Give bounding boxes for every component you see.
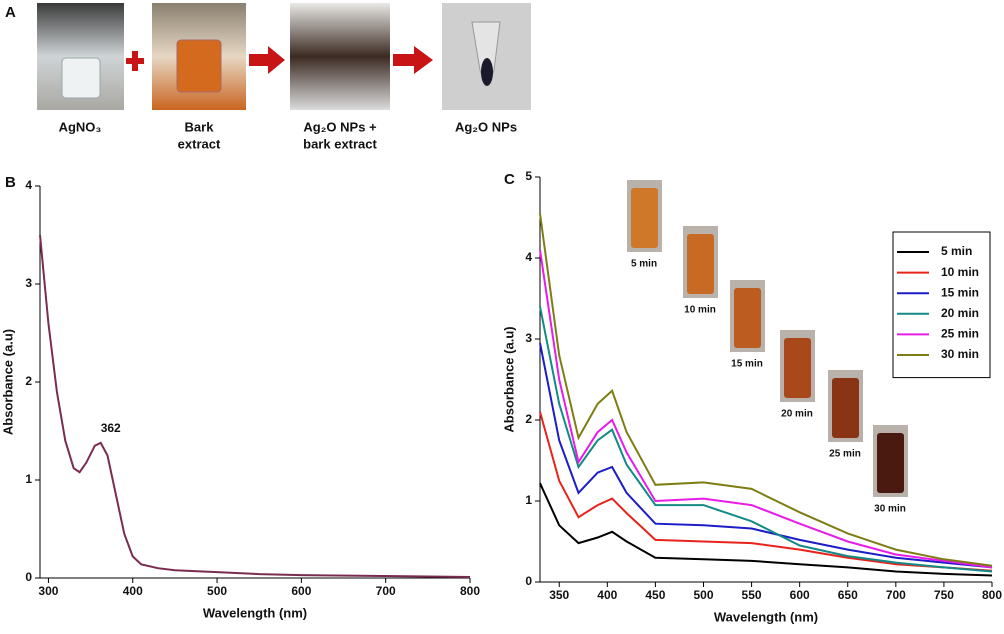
y-tick-label: 1 [25,472,32,486]
inset-liquid [734,288,761,348]
caption: bark extract [303,136,377,151]
y-tick-label: 5 [525,169,532,183]
x-tick-label: 300 [38,584,58,598]
y-tick-label: 1 [525,493,532,507]
arrow [249,46,285,74]
inset-label: 30 min [874,504,906,515]
legend-box [892,231,991,379]
y-tick-label: 2 [25,374,32,388]
x-tick-label: 550 [742,588,762,602]
spectrum-line [539,411,993,572]
x-tick-label: 700 [886,588,906,602]
y-axis-label: Absorbance (a.u) [0,329,15,435]
legend-label: 30 min [941,347,979,361]
spectrum-line [539,213,993,567]
legend-label: 25 min [941,327,979,341]
y-tick-label: 4 [525,250,532,264]
y-tick-label: 4 [25,178,32,192]
caption: AgNO₃ [59,119,102,134]
x-tick-label: 800 [982,588,1002,602]
y-tick-label: 3 [25,276,32,290]
x-tick-label: 350 [549,588,569,602]
x-tick-label: 400 [123,584,143,598]
inset-liquid [631,188,658,248]
x-axis-label: Wavelength (nm) [714,609,818,624]
x-tick-label: 600 [790,588,810,602]
caption: Ag₂O NPs [455,119,517,134]
spectrum-line [539,249,993,569]
x-tick-label: 650 [838,588,858,602]
spectrum-line [539,342,993,569]
x-tick-label: 800 [460,584,480,598]
legend-label: 10 min [941,265,979,279]
inset-liquid [687,234,714,294]
spectrum-line [539,306,993,573]
y-tick-label: 0 [25,570,32,584]
annotation: 362 [101,421,121,435]
inset-liquid [784,338,811,398]
panel-label: A [5,4,16,21]
beaker [176,39,222,93]
y-tick-label: 0 [525,574,532,588]
spectrum-line [39,234,471,578]
y-tick-label: 2 [525,412,532,426]
arrow [393,46,433,74]
spectrum-line [539,482,993,577]
caption: extract [178,136,221,151]
plus-sign [126,51,144,71]
y-axis-label: Absorbance (a.u) [501,326,516,432]
inset-liquid [832,378,859,438]
inset-label: 10 min [684,305,716,316]
legend-label: 15 min [941,285,979,299]
inset-label: 20 min [781,409,813,420]
x-tick-label: 600 [291,584,311,598]
inset-label: 25 min [829,449,861,460]
x-tick-label: 500 [693,588,713,602]
x-axis-label: Wavelength (nm) [203,605,307,620]
inset-label: 15 min [731,359,763,370]
beaker [61,57,101,99]
x-tick-label: 700 [376,584,396,598]
x-tick-label: 750 [934,588,954,602]
y-tick-label: 3 [525,331,532,345]
photo-ag2o-mix [290,3,390,110]
caption: Ag₂O NPs + [303,119,377,134]
x-tick-label: 500 [207,584,227,598]
pellet [481,58,493,86]
caption: Bark [185,119,215,134]
x-tick-label: 400 [597,588,617,602]
panel-label: C [504,171,515,188]
panel-label: B [5,174,16,191]
inset-liquid [877,433,904,493]
legend-label: 20 min [941,306,979,320]
inset-label: 5 min [631,259,657,270]
legend-label: 5 min [941,244,972,258]
x-tick-label: 450 [645,588,665,602]
